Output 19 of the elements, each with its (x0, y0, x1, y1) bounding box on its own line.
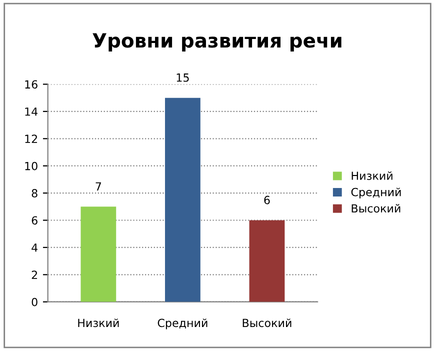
y-tick-label: 16 (25, 80, 38, 89)
chart-title: Уровни развития речи (92, 33, 342, 52)
data-label: 15 (176, 74, 189, 82)
y-tick-label: 10 (25, 162, 38, 170)
x-tick-label: Низкий (78, 318, 119, 328)
y-tick-label: 6 (32, 216, 38, 225)
x-tick-label: Высокий (242, 318, 292, 328)
y-tick-label: 8 (32, 189, 38, 198)
legend-label: Средний (351, 188, 401, 198)
legend-label: Высокий (352, 204, 400, 213)
data-label: 6 (264, 196, 270, 204)
x-tick-label: Средний (158, 318, 208, 330)
y-tick-label: 0 (32, 298, 38, 306)
legend-label: Низкий (352, 171, 392, 180)
y-tick-label: 4 (32, 244, 38, 252)
y-tick-label: 12 (25, 134, 38, 143)
data-label: 7 (96, 182, 102, 190)
y-tick-label: 14 (25, 108, 38, 116)
y-tick-label: 2 (32, 270, 38, 279)
